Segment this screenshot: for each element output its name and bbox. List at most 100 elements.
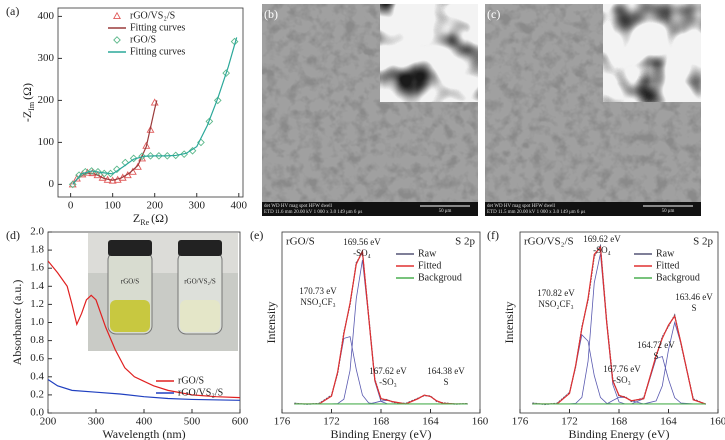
annotation: 170.82 eV (537, 288, 575, 298)
x-tick-label: 160 (472, 416, 489, 428)
vial-cap (108, 240, 152, 256)
axis-label: Wavelength (nm) (102, 427, 185, 440)
data-point (113, 165, 121, 174)
panel-label: (c) (487, 7, 500, 21)
scale-bar-label: 50 μm (662, 209, 675, 214)
data-point (129, 154, 138, 163)
annotation: 164.72 eV (637, 340, 675, 350)
axis-label: Binding Energy (eV) (568, 427, 669, 440)
x-tick-label: 168 (373, 416, 390, 428)
annotation: S (443, 377, 448, 387)
legend-label: Fitted (418, 260, 441, 271)
y-tick-label: 0.8 (30, 334, 44, 346)
x-tick-label: 400 (136, 416, 153, 428)
annotation: 170.73 eV (299, 286, 337, 296)
y-tick-label: 1.4 (30, 280, 44, 292)
x-tick-label: 200 (146, 200, 163, 212)
series-line (48, 379, 240, 401)
legend-label: Fitting curves (130, 46, 185, 57)
y-tick-label: 0.0 (30, 407, 44, 419)
data-point (106, 169, 115, 178)
y-tick-label: 400 (38, 10, 55, 22)
data-point (81, 167, 90, 176)
legend-label: Fitted (656, 260, 679, 271)
series-line (294, 248, 468, 405)
sem-image-b: (b) det WD HV mag spot HFW dwell ETD 11.… (262, 4, 478, 216)
data-point (171, 151, 180, 160)
vial-liquid (180, 300, 220, 332)
annotation: NSO₂CF₃ (300, 297, 335, 307)
y-tick-label: 1.8 (30, 244, 44, 256)
label-sub: Re (140, 218, 149, 227)
legend-label: Raw (418, 248, 437, 259)
chart-panel: (e) 176 172 168 164 160 Binding Energy (eV) Int… (250, 228, 489, 440)
region-label: S 2p (693, 236, 713, 248)
region-label: S 2p (455, 236, 475, 248)
plot-area (68, 37, 239, 189)
annotation: -SO₃ (613, 375, 631, 385)
vial-label: rGO/S (121, 278, 139, 286)
legend-marker (113, 36, 121, 44)
legend-label: rGO/VS₂/S (178, 387, 223, 398)
vial-photo: rGO/S rGO/VS₂/S (88, 233, 238, 351)
legend-label: Backgroud (418, 272, 462, 283)
label-base: Z (133, 211, 140, 225)
chart-panel: (d) 200 300 400 500 600 0.0 0.2 0.4 0.6 0.8 1.0 1.2 1… (6, 226, 249, 440)
panel-label: (b) (264, 7, 278, 21)
data-point (222, 69, 231, 77)
y-tick-label: 1.0 (30, 316, 44, 328)
panel-label: (e) (250, 228, 263, 242)
legend-label: rGO/S (178, 375, 204, 386)
panel-label: (d) (6, 228, 20, 242)
y-tick-label: 0.4 (30, 370, 44, 382)
x-tick-label: 400 (231, 200, 248, 212)
plot-frame (519, 231, 719, 414)
data-point (68, 180, 77, 189)
sem-inset-texture (380, 4, 478, 102)
series-line (72, 37, 238, 185)
x-tick-label: 164 (660, 416, 677, 428)
x-tick-label: 176 (274, 416, 291, 428)
panel-label: (a) (6, 4, 19, 18)
x-tick-label: 168 (611, 416, 628, 428)
vial-label: rGO/VS₂/S (184, 278, 216, 286)
plot-area (532, 243, 706, 406)
vial-cap (178, 240, 222, 256)
sample-label: rGO/S (286, 236, 315, 248)
data-point (213, 96, 222, 105)
data-point (163, 152, 172, 160)
label-unit: (Ω) (20, 83, 34, 100)
x-tick-label: 100 (104, 200, 121, 212)
sem-info: ETD 11.6 mm 20.00 kV 1 000 x 3.0 149 μm … (264, 210, 362, 215)
plot-area (48, 260, 240, 401)
annotation: 169.56 eV (343, 237, 381, 247)
data-point (88, 168, 97, 177)
y-tick-label: 300 (38, 52, 55, 64)
panel-label: (f) (487, 228, 499, 242)
annotation: -SO₃ (379, 377, 397, 387)
data-point (146, 152, 155, 160)
x-tick-label: 500 (184, 416, 201, 428)
annotation: 167.76 eV (603, 364, 641, 374)
sem-info: det WD HV mag spot HFW dwell (264, 204, 333, 209)
chart-panel: (f) 176 172 168 164 160 Binding Energy (eV) Int… (487, 228, 725, 440)
annotation: 164.38 eV (427, 366, 465, 376)
sem-image-c: (c) det WD HV mag spot HFW dwell ETD 11.… (485, 4, 701, 216)
series-line (532, 245, 706, 405)
data-point (142, 141, 151, 149)
legend-marker (113, 11, 121, 20)
x-tick-label: 300 (189, 200, 206, 212)
y-tick-label: 0.2 (30, 388, 44, 400)
scale-bar-label: 50 μm (439, 209, 452, 214)
y-tick-label: 1.2 (30, 298, 44, 310)
axis-label: Intensity (502, 302, 516, 344)
x-tick-label: 300 (88, 416, 105, 428)
y-tick-label: 100 (38, 136, 55, 148)
annotation: -SO₄ (593, 245, 611, 255)
x-tick-label: 600 (232, 416, 249, 428)
sem-info: ETD 11.5 mm 20.00 kV 1 000 x 3.0 149 μm … (487, 210, 585, 215)
series-line (48, 260, 240, 399)
axis-label: Intensity (264, 302, 278, 344)
y-tick-label: 1.6 (30, 262, 44, 274)
